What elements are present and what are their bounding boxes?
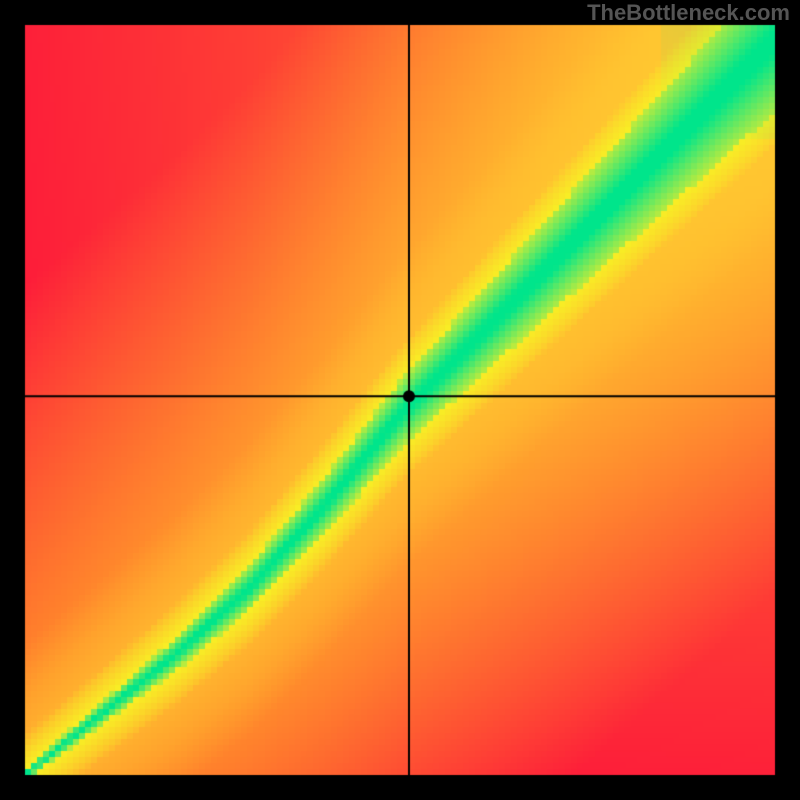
watermark-text: TheBottleneck.com [587,0,790,26]
bottleneck-heatmap [0,0,800,800]
